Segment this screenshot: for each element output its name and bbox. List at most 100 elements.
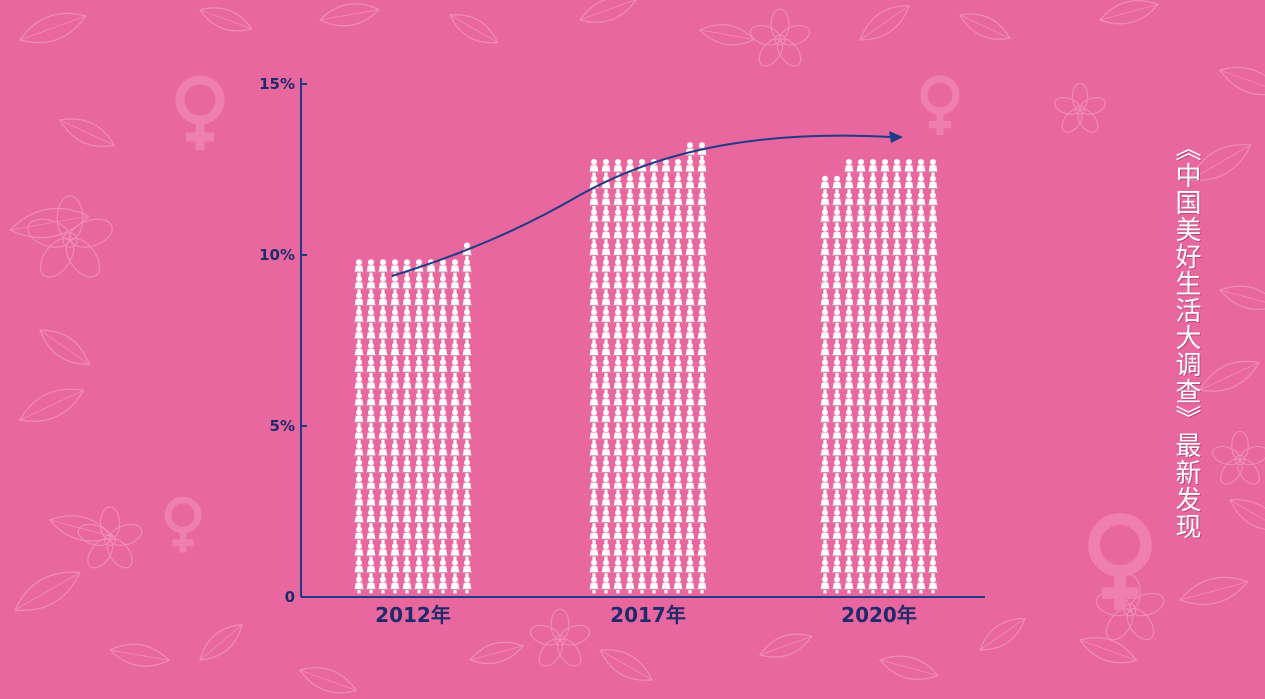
leaf-decoration bbox=[1079, 637, 1138, 664]
woman-icon bbox=[462, 326, 472, 343]
woman-icon bbox=[685, 576, 695, 594]
woman-icon bbox=[450, 392, 460, 410]
woman-icon bbox=[844, 392, 854, 410]
woman-icon bbox=[426, 309, 436, 327]
woman-icon bbox=[637, 376, 647, 393]
woman-icon bbox=[426, 292, 436, 310]
woman-icon bbox=[589, 209, 599, 226]
woman-icon bbox=[613, 359, 623, 377]
woman-icon bbox=[649, 392, 659, 410]
woman-icon bbox=[637, 426, 647, 444]
woman-icon bbox=[868, 242, 878, 260]
woman-icon bbox=[928, 359, 938, 377]
woman-icon bbox=[438, 559, 448, 577]
woman-icon bbox=[892, 292, 902, 310]
woman-icon bbox=[892, 509, 902, 527]
woman-icon bbox=[649, 559, 659, 577]
leaf-decoration bbox=[199, 7, 253, 32]
woman-icon bbox=[613, 209, 623, 226]
woman-icon bbox=[892, 376, 902, 393]
woman-icon bbox=[390, 326, 400, 343]
woman-icon bbox=[366, 376, 376, 393]
woman-icon bbox=[685, 292, 695, 310]
woman-icon bbox=[649, 493, 659, 510]
woman-icon bbox=[904, 509, 914, 527]
woman-icon bbox=[649, 459, 659, 477]
woman-icon bbox=[649, 409, 659, 427]
woman-icon bbox=[649, 376, 659, 393]
woman-icon bbox=[661, 409, 671, 427]
woman-icon bbox=[661, 543, 671, 560]
woman-icon bbox=[916, 159, 926, 176]
woman-icon bbox=[868, 509, 878, 527]
woman-icon bbox=[673, 543, 683, 560]
woman-icon bbox=[366, 392, 376, 410]
woman-icon bbox=[697, 543, 707, 560]
woman-icon bbox=[916, 476, 926, 494]
woman-icon bbox=[856, 559, 866, 577]
woman-icon bbox=[625, 526, 635, 544]
woman-icon bbox=[685, 175, 695, 193]
leaf-decoration bbox=[859, 4, 911, 41]
woman-icon bbox=[685, 275, 695, 293]
woman-icon bbox=[856, 359, 866, 377]
woman-icon bbox=[649, 476, 659, 494]
woman-icon bbox=[354, 543, 364, 560]
woman-icon bbox=[856, 543, 866, 560]
trend-arrow bbox=[391, 134, 891, 277]
woman-icon bbox=[892, 342, 902, 360]
woman-icon bbox=[832, 526, 842, 544]
woman-icon bbox=[904, 559, 914, 577]
woman-icon bbox=[414, 392, 424, 410]
woman-icon bbox=[402, 493, 412, 510]
woman-icon bbox=[450, 576, 460, 594]
woman-icon bbox=[916, 493, 926, 510]
woman-icon bbox=[820, 225, 830, 243]
y-tick-label: 10% bbox=[259, 246, 295, 264]
woman-icon bbox=[844, 359, 854, 377]
woman-icon bbox=[450, 259, 460, 277]
woman-icon bbox=[366, 309, 376, 327]
woman-icon bbox=[820, 326, 830, 343]
woman-icon bbox=[378, 292, 388, 310]
woman-icon bbox=[414, 459, 424, 477]
woman-icon bbox=[613, 442, 623, 460]
woman-icon bbox=[402, 526, 412, 544]
woman-icon bbox=[438, 309, 448, 327]
flower-decoration bbox=[749, 8, 811, 67]
woman-icon bbox=[649, 426, 659, 444]
woman-icon bbox=[832, 275, 842, 293]
woman-icon bbox=[892, 526, 902, 544]
woman-icon bbox=[402, 559, 412, 577]
woman-icon bbox=[661, 275, 671, 293]
woman-icon bbox=[880, 459, 890, 477]
woman-icon bbox=[904, 526, 914, 544]
woman-icon bbox=[916, 509, 926, 527]
woman-icon bbox=[697, 493, 707, 510]
woman-icon bbox=[892, 392, 902, 410]
woman-icon bbox=[661, 509, 671, 527]
woman-icon bbox=[649, 275, 659, 293]
y-tick-label: 15% bbox=[259, 75, 295, 93]
woman-icon bbox=[601, 409, 611, 427]
woman-icon bbox=[868, 192, 878, 210]
woman-icon bbox=[868, 326, 878, 343]
woman-icon bbox=[625, 359, 635, 377]
woman-icon bbox=[916, 326, 926, 343]
woman-icon bbox=[844, 459, 854, 477]
woman-icon bbox=[414, 426, 424, 444]
woman-icon bbox=[589, 493, 599, 510]
woman-icon bbox=[414, 292, 424, 310]
woman-icon bbox=[649, 442, 659, 460]
woman-icon bbox=[673, 192, 683, 210]
woman-icon bbox=[697, 175, 707, 193]
woman-icon bbox=[613, 409, 623, 427]
woman-icon bbox=[832, 192, 842, 210]
woman-icon bbox=[390, 559, 400, 577]
woman-icon bbox=[856, 376, 866, 393]
woman-icon bbox=[450, 543, 460, 560]
woman-icon bbox=[868, 309, 878, 327]
woman-icon bbox=[928, 242, 938, 260]
woman-icon bbox=[673, 309, 683, 327]
woman-icon bbox=[366, 526, 376, 544]
